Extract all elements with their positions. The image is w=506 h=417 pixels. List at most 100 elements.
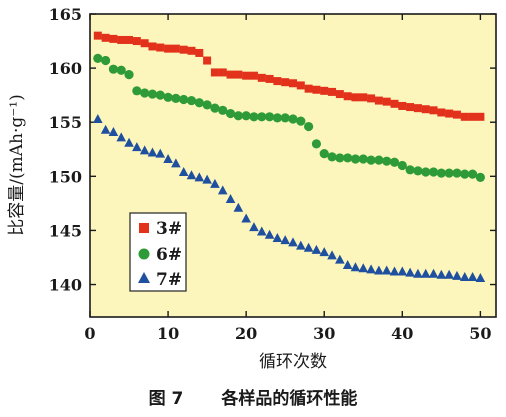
- data-point-circle: [171, 93, 181, 104]
- x-tick-label: 0: [84, 324, 95, 343]
- data-point-square: [398, 101, 407, 110]
- data-point-circle: [257, 112, 267, 122]
- data-point-triangle: [163, 154, 173, 164]
- data-point-circle: [163, 92, 173, 102]
- data-point-triangle: [444, 269, 454, 279]
- data-point-circle: [233, 111, 243, 121]
- data-point-circle: [452, 168, 462, 178]
- x-tick-label: 20: [235, 324, 257, 343]
- data-point-circle: [327, 152, 337, 162]
- data-point-triangle: [350, 262, 361, 272]
- data-point-circle: [202, 100, 212, 110]
- data-point-circle: [194, 98, 204, 108]
- series-circle: [93, 53, 485, 183]
- data-point-triangle: [249, 222, 259, 232]
- data-point-triangle: [124, 137, 134, 147]
- data-point-square: [343, 92, 352, 101]
- legend-label-6: 6#: [156, 245, 182, 265]
- data-point-circle: [389, 157, 400, 167]
- data-point-triangle: [272, 233, 283, 243]
- data-point-triangle: [366, 264, 376, 274]
- data-point-circle: [358, 154, 368, 164]
- data-point-triangle: [413, 268, 423, 278]
- data-point-circle: [101, 55, 111, 66]
- legend-marker-6: [138, 248, 150, 260]
- data-point-triangle: [428, 268, 439, 278]
- data-point-triangle: [296, 240, 306, 250]
- data-point-square: [445, 109, 454, 118]
- data-point-triangle: [475, 273, 486, 283]
- data-point-square: [218, 68, 227, 77]
- data-point-circle: [366, 155, 376, 165]
- data-point-square: [460, 112, 469, 121]
- x-tick-label: 50: [469, 324, 491, 343]
- data-point-circle: [186, 95, 197, 106]
- data-point-square: [179, 45, 188, 54]
- data-point-circle: [436, 168, 446, 178]
- data-point-circle: [444, 168, 454, 178]
- data-points: [93, 31, 486, 283]
- data-point-square: [468, 112, 477, 121]
- data-point-square: [171, 44, 180, 53]
- data-point-triangle: [139, 145, 150, 155]
- x-tick-label: 10: [157, 324, 179, 343]
- data-point-circle: [225, 108, 236, 119]
- caption-number: 图 7: [148, 389, 184, 409]
- data-point-triangle: [311, 244, 322, 254]
- data-point-circle: [413, 166, 423, 176]
- data-point-circle: [350, 154, 361, 164]
- data-point-square: [117, 35, 126, 44]
- data-point-circle: [272, 113, 282, 123]
- data-point-circle: [343, 153, 353, 163]
- data-point-circle: [210, 103, 220, 113]
- data-point-circle: [428, 167, 439, 177]
- data-point-circle: [382, 156, 392, 166]
- data-point-square: [413, 104, 422, 113]
- data-point-circle: [249, 112, 259, 122]
- data-point-square: [367, 94, 376, 103]
- data-point-circle: [319, 148, 329, 159]
- data-point-circle: [124, 70, 134, 80]
- series-triangle: [93, 113, 486, 283]
- legend-label-7: 7#: [156, 270, 182, 290]
- data-point-square: [234, 70, 243, 79]
- data-point-circle: [147, 89, 158, 99]
- x-tick-label: 30: [313, 324, 335, 343]
- data-point-circle: [140, 88, 150, 98]
- data-point-circle: [264, 112, 275, 122]
- legend: 3# 6# 7#: [129, 212, 187, 292]
- data-point-square: [132, 37, 141, 46]
- data-point-triangle: [452, 270, 462, 280]
- data-point-square: [93, 31, 102, 40]
- data-point-triangle: [467, 271, 478, 281]
- data-point-triangle: [194, 172, 205, 182]
- data-point-square: [249, 71, 258, 80]
- data-point-triangle: [155, 148, 166, 158]
- data-point-triangle: [116, 132, 127, 142]
- data-point-triangle: [303, 242, 314, 252]
- data-point-square: [328, 87, 337, 96]
- legend-marker-3: [139, 223, 149, 233]
- data-point-circle: [218, 105, 228, 115]
- y-tick-label: 165: [49, 5, 82, 24]
- data-point-circle: [475, 172, 485, 183]
- data-point-square: [281, 78, 290, 87]
- data-point-circle: [374, 155, 384, 165]
- y-tick-label: 150: [49, 167, 82, 186]
- data-point-triangle: [108, 126, 119, 136]
- data-point-circle: [421, 167, 431, 177]
- y-tick-label: 145: [49, 221, 82, 240]
- data-point-square: [242, 71, 251, 80]
- data-point-triangle: [93, 113, 103, 123]
- data-point-square: [351, 93, 360, 102]
- data-point-circle: [132, 86, 142, 96]
- data-point-circle: [93, 53, 103, 63]
- data-point-square: [289, 79, 297, 88]
- data-point-square: [421, 105, 430, 114]
- data-point-circle: [296, 116, 306, 126]
- data-point-square: [296, 81, 305, 90]
- data-point-circle: [405, 165, 415, 175]
- y-tick-label: 140: [49, 276, 82, 295]
- data-point-triangle: [233, 202, 244, 212]
